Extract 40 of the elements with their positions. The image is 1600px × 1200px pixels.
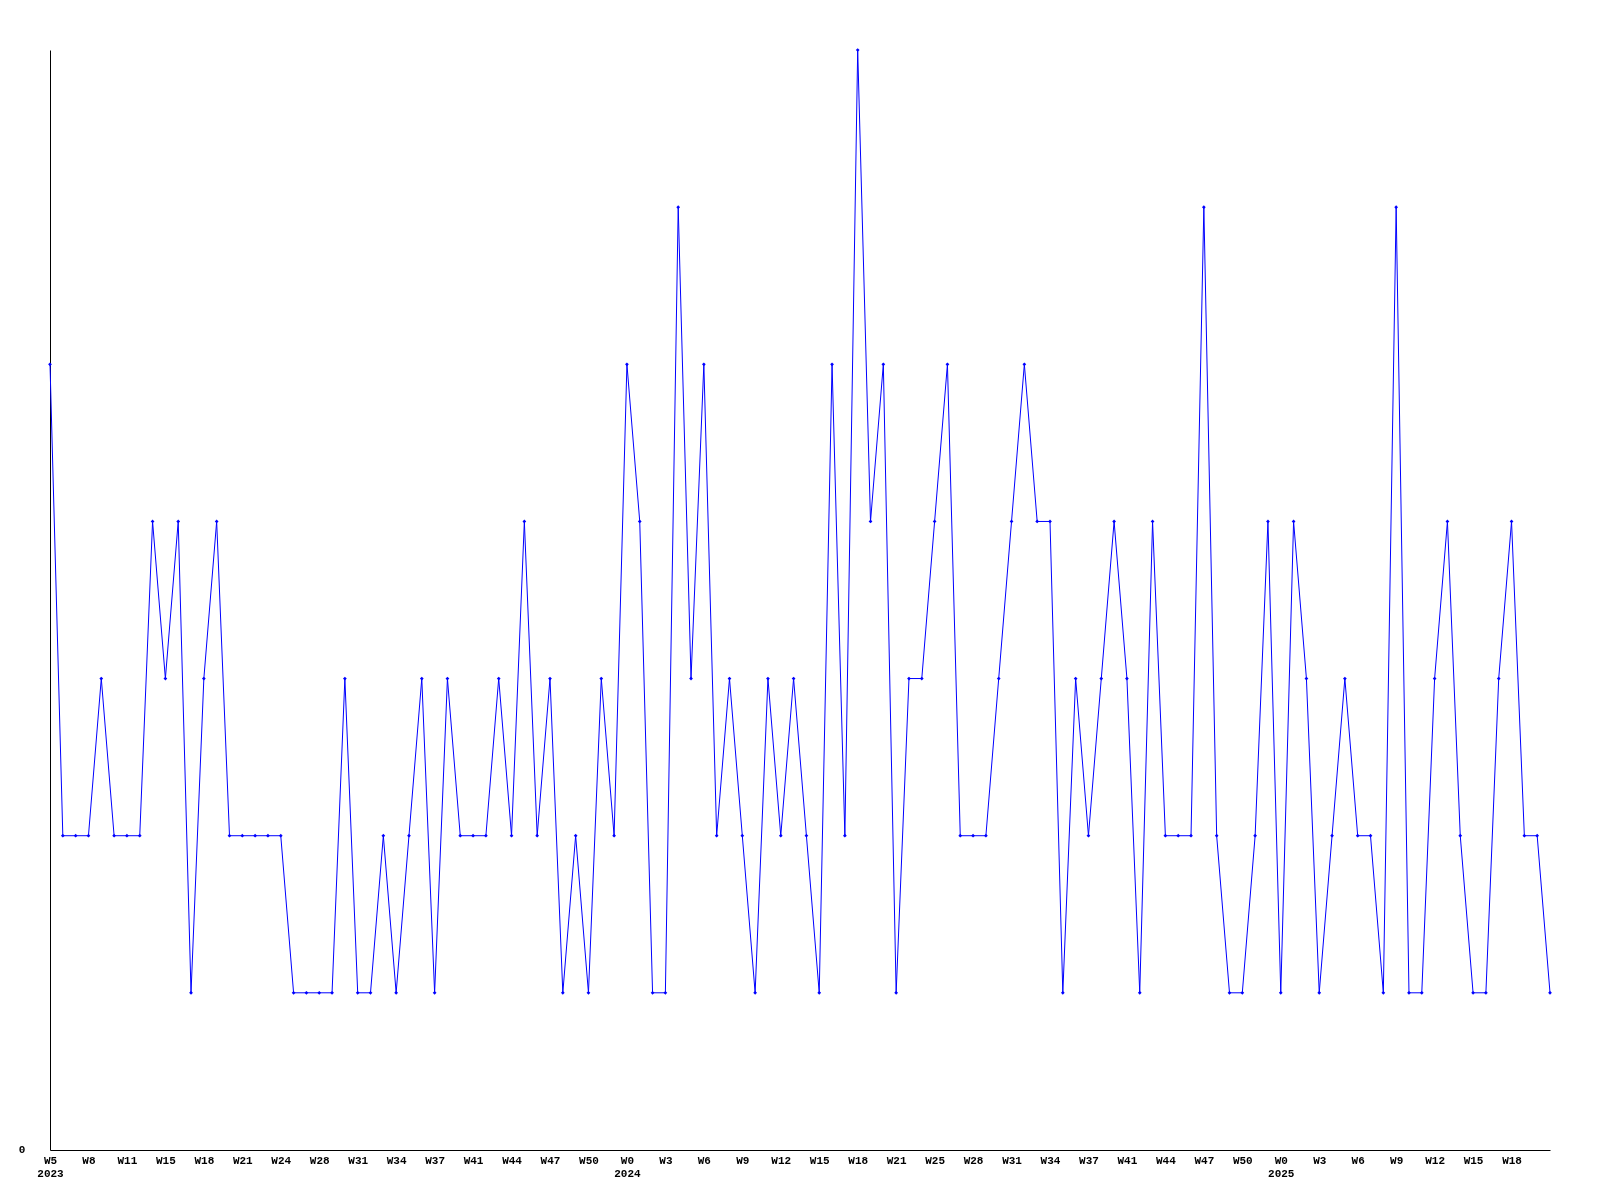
x-tick-label: W21: [232, 1154, 254, 1167]
x-tick-label: W15: [1463, 1154, 1484, 1167]
x-tick-label: W15: [155, 1154, 177, 1167]
x-tick-label: W28: [309, 1154, 331, 1167]
x-tick-label: W18: [848, 1154, 869, 1167]
x-tick-label: W9: [736, 1154, 750, 1167]
x-tick-label: W9: [1390, 1154, 1404, 1167]
x-tick-label: W6: [697, 1154, 711, 1167]
x-tick-label: W15: [809, 1154, 831, 1167]
x-tick-label: W41: [1117, 1154, 1138, 1167]
x-tick-label: W31: [348, 1154, 369, 1167]
x-tick-label: W0 2025: [1268, 1154, 1295, 1180]
x-tick-label: W25: [925, 1154, 946, 1167]
x-tick-label: W18: [194, 1154, 215, 1167]
x-tick-label: W50: [579, 1154, 599, 1167]
x-tick-label: W34: [386, 1154, 407, 1167]
x-tick-label: W12: [1425, 1154, 1446, 1167]
x-tick-label: W3: [1313, 1154, 1327, 1167]
x-tick-label: W44: [1155, 1154, 1177, 1167]
x-tick-label: W24: [271, 1154, 292, 1167]
x-tick-label: W6: [1351, 1154, 1365, 1167]
x-tick-label: W8: [82, 1154, 96, 1167]
x-tick-label: W21: [886, 1154, 907, 1167]
x-tick-label: W28: [963, 1154, 984, 1167]
x-tick-label: W37: [1079, 1154, 1099, 1167]
x-tick-label: W31: [1002, 1154, 1023, 1167]
x-tick-label: W37: [425, 1154, 446, 1167]
x-tick-label: W47: [1194, 1154, 1215, 1167]
x-tick-label: W41: [463, 1154, 484, 1167]
x-tick-label: W18: [1502, 1154, 1523, 1167]
text: 0: [18, 1144, 26, 1156]
x-tick-label: W5 2023: [37, 1154, 65, 1180]
x-tick-label: W12: [771, 1154, 792, 1167]
x-tick-label: W34: [1040, 1154, 1061, 1167]
x-tick-label: W3: [659, 1154, 673, 1167]
x-tick-label: W50: [1232, 1154, 1253, 1167]
x-tick-label: W11: [117, 1154, 138, 1167]
x-tick-label: W44: [502, 1154, 523, 1167]
x-tick-label: W0 2024: [614, 1154, 642, 1180]
x-tick-label: W47: [540, 1154, 561, 1167]
